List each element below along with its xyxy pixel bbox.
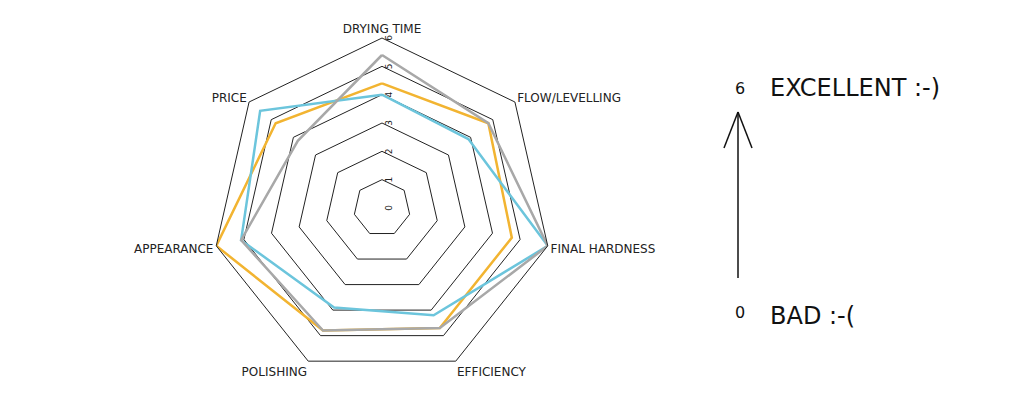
svg-text:FINAL HARDNESS: FINAL HARDNESS bbox=[551, 242, 656, 256]
svg-text:4: 4 bbox=[384, 92, 394, 98]
svg-text:DRYING TIME: DRYING TIME bbox=[343, 22, 422, 36]
svg-text:1: 1 bbox=[384, 177, 394, 183]
svg-text:5: 5 bbox=[384, 63, 394, 69]
svg-text:0: 0 bbox=[384, 205, 394, 211]
svg-text:6: 6 bbox=[735, 79, 745, 98]
svg-text:BAD :-(: BAD :-( bbox=[770, 302, 855, 330]
svg-text:APPEARANCE: APPEARANCE bbox=[134, 242, 213, 256]
svg-text:PRICE: PRICE bbox=[212, 91, 247, 105]
svg-text:FLOW/LEVELLING: FLOW/LEVELLING bbox=[517, 91, 621, 105]
svg-text:3: 3 bbox=[384, 120, 394, 126]
svg-text:2: 2 bbox=[384, 148, 394, 154]
svg-text:EXCELLENT :-): EXCELLENT :-) bbox=[770, 74, 940, 102]
svg-text:POLISHING: POLISHING bbox=[242, 365, 307, 379]
svg-text:6: 6 bbox=[384, 35, 394, 41]
svg-text:EFFICIENCY: EFFICIENCY bbox=[457, 365, 527, 379]
svg-text:0: 0 bbox=[735, 303, 745, 322]
